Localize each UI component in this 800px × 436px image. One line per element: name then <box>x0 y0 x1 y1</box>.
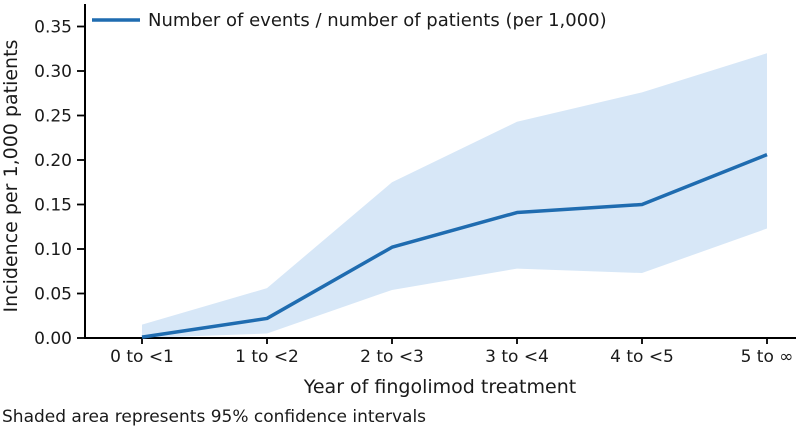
y-tick-label: 0.20 <box>34 151 72 171</box>
y-tick-label: 0.10 <box>34 240 72 260</box>
x-axis-label: Year of fingolimod treatment <box>303 376 576 398</box>
y-tick-label: 0.00 <box>34 329 72 349</box>
x-tick-label: 1 to <2 <box>235 347 299 367</box>
incidence-polyline <box>141 153 768 339</box>
footnote: Shaded area represents 95% confidence in… <box>2 407 427 427</box>
incidence-line <box>141 153 768 339</box>
legend-label: Number of events / number of patients (p… <box>148 10 607 31</box>
y-tick-label: 0.25 <box>34 107 72 127</box>
x-tick-label: 4 to <5 <box>610 347 674 367</box>
ci-band-area <box>142 53 767 338</box>
legend: Number of events / number of patients (p… <box>92 10 607 31</box>
x-tick-label: 5 to ∞ <box>741 347 794 367</box>
y-tick-label: 0.05 <box>34 285 72 305</box>
y-tick-label: 0.30 <box>34 62 72 82</box>
y-tick-label: 0.15 <box>34 196 72 216</box>
x-tick-label: 3 to <4 <box>485 347 549 367</box>
axes <box>84 4 796 339</box>
y-axis-ticks: 0.00 0.05 0.10 0.15 0.20 0.25 0.30 0.35 <box>34 18 84 349</box>
x-tick-label: 2 to <3 <box>360 347 424 367</box>
x-tick-label: 0 to <1 <box>110 347 174 367</box>
y-axis-label: Incidence per 1,000 patients <box>0 40 22 313</box>
confidence-band <box>142 53 767 338</box>
y-tick-label: 0.35 <box>34 18 72 38</box>
chart-canvas: 0.00 0.05 0.10 0.15 0.20 0.25 0.30 0.35 0 to <1… <box>0 4 796 398</box>
x-axis-ticks: 0 to <1 1 to <2 2 to <3 3 to <4 4 to <5 5 to … <box>110 339 793 367</box>
